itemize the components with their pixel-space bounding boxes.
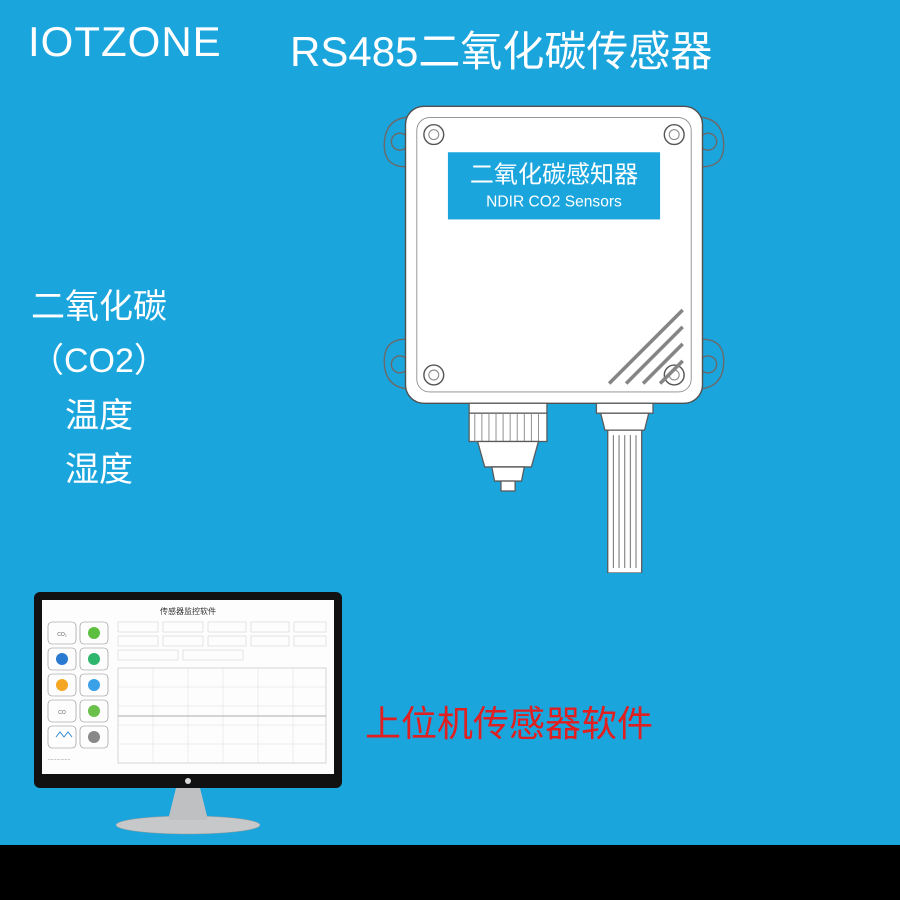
svg-text:CO₂: CO₂ [57, 632, 67, 638]
software-title: 传感器监控软件 [160, 606, 216, 616]
device-display-line2: NDIR CO2 Sensors [486, 194, 622, 211]
software-footnote: ................ [48, 756, 70, 762]
feature-humidity: 湿度 [30, 443, 168, 497]
product-title: RS485二氧化碳传感器 [290, 18, 712, 79]
svg-text:CO: CO [58, 710, 66, 716]
sensor-probe [596, 403, 653, 573]
feature-temp: 温度 [30, 389, 168, 443]
bottom-strip [0, 845, 900, 900]
monitor-logo-icon [185, 778, 191, 784]
device-display-line1: 二氧化碳感知器 [470, 162, 638, 189]
brand-logo: IOTZONE [28, 18, 222, 66]
feature-list: 二氧化碳 （CO2） 温度 湿度 [30, 280, 168, 498]
feature-co2-cn: 二氧化碳 [30, 280, 168, 334]
cable-gland [469, 403, 547, 491]
software-caption: 上位机传感器软件 [365, 695, 653, 747]
sensor-device: 二氧化碳感知器 NDIR CO2 Sensors [284, 78, 824, 573]
feature-co2-en: （CO2） [30, 334, 168, 388]
monitor: 传感器监控软件 CO₂ CO ................ [28, 588, 348, 838]
monitor-stand-neck [168, 788, 208, 820]
enclosure-body [406, 106, 703, 403]
